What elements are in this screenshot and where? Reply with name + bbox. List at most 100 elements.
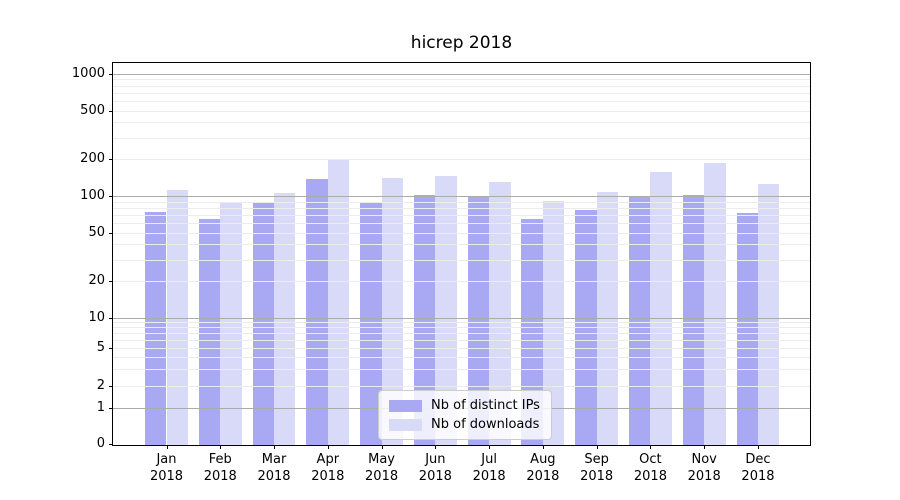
legend-item-distinct-ips: Nb of distinct IPs (389, 396, 540, 415)
y-tick-mark (109, 348, 113, 349)
x-tick-label-sep: Sep 2018 (567, 451, 627, 485)
plot-area (112, 62, 811, 446)
gridline-major-1000 (113, 73, 810, 75)
x-tick-month: Jan (156, 452, 177, 467)
x-tick-mark (542, 445, 544, 449)
y-tick-label-5: 5 (96, 340, 105, 355)
gridline-minor (113, 322, 810, 324)
bar-nb-of-downloads-nov (704, 163, 726, 445)
bar-nb-of-downloads-oct (650, 171, 672, 445)
y-tick-label-50: 50 (88, 224, 105, 240)
y-tick-mark (109, 386, 113, 388)
x-tick-mark (704, 445, 706, 449)
x-tick-label-nov: Nov 2018 (674, 451, 734, 485)
bar-nb-of-distinct-ips-jul (467, 197, 490, 445)
gridline-major-100 (113, 196, 810, 197)
x-tick-year: 2018 (472, 469, 506, 484)
y-tick-label-2: 2 (96, 378, 105, 394)
gridline-minor (113, 207, 810, 209)
bar-nb-of-distinct-ips-dec (736, 212, 758, 445)
y-tick-label-20: 20 (88, 272, 105, 288)
bar-nb-of-distinct-ips-jun (413, 195, 436, 445)
x-tick-label-oct: Oct 2018 (620, 451, 680, 485)
gridline-minor (113, 122, 810, 124)
legend-swatch-downloads-icon (389, 418, 422, 431)
y-tick-label-200: 200 (80, 151, 105, 167)
y-tick-label-10: 10 (88, 309, 105, 325)
y-tick-label-1000: 1000 (71, 65, 105, 81)
gridline-minor (113, 222, 810, 224)
x-tick-mark (435, 445, 437, 449)
bar-nb-of-distinct-ips-may (360, 203, 382, 445)
x-tick-label-apr: Apr 2018 (298, 451, 358, 485)
x-tick-year: 2018 (311, 469, 345, 484)
bar-nb-of-distinct-ips-jan (145, 211, 167, 445)
bar-nb-of-downloads-dec (757, 184, 780, 445)
x-tick-year: 2018 (741, 469, 775, 484)
x-tick-month: Feb (208, 452, 232, 467)
gridline-minor (113, 110, 810, 112)
y-tick-label-0: 0 (96, 436, 105, 452)
x-tick-month: Apr (316, 452, 340, 467)
gridline-minor (113, 159, 810, 161)
x-tick-year: 2018 (580, 469, 614, 484)
bar-nb-of-distinct-ips-apr (306, 178, 328, 445)
x-tick-mark (650, 445, 652, 449)
legend-item-downloads: Nb of downloads (389, 415, 540, 434)
bar-nb-of-downloads-apr (327, 159, 350, 445)
x-tick-month: Dec (745, 452, 771, 467)
bar-nb-of-distinct-ips-mar (252, 203, 275, 445)
gridline-minor (113, 137, 810, 139)
x-tick-year: 2018 (633, 469, 667, 484)
x-tick-label-may: May 2018 (352, 451, 412, 485)
gridline-minor (113, 244, 810, 246)
gridline-minor (113, 357, 810, 359)
x-tick-mark (596, 445, 598, 449)
y-tick-mark (109, 408, 113, 409)
bar-nb-of-downloads-jun (435, 175, 457, 445)
x-tick-mark (381, 445, 383, 449)
x-tick-year: 2018 (365, 469, 399, 484)
bar-nb-of-downloads-jul (489, 181, 511, 445)
chart-title: hicrep 2018 (410, 33, 513, 53)
x-tick-mark (274, 445, 276, 449)
x-tick-year: 2018 (418, 469, 452, 484)
bar-nb-of-distinct-ips-feb (198, 218, 221, 445)
bar-nb-of-downloads-mar (274, 192, 296, 445)
bar-nb-of-distinct-ips-nov (682, 195, 705, 445)
gridline-minor (113, 259, 810, 261)
x-tick-month: Sep (584, 452, 609, 467)
legend: Nb of distinct IPs Nb of downloads (378, 390, 552, 440)
gridline-minor (113, 339, 810, 341)
gridline-minor (113, 100, 810, 102)
gridline-minor (113, 280, 810, 282)
gridline-minor (113, 201, 810, 203)
x-tick-mark (757, 445, 759, 449)
y-tick-label-100: 100 (80, 188, 105, 203)
y-tick-label-500: 500 (80, 102, 105, 118)
bar-nb-of-distinct-ips-aug (521, 218, 543, 445)
x-tick-year: 2018 (203, 469, 237, 484)
x-tick-label-jun: Jun 2018 (405, 451, 465, 485)
gridline-minor (113, 369, 810, 371)
gridline-major-10 (113, 317, 810, 319)
gridline-minor (113, 92, 810, 94)
x-tick-month: May (368, 452, 396, 467)
x-tick-year: 2018 (687, 469, 721, 484)
y-tick-mark (109, 280, 113, 282)
legend-label-downloads: Nb of downloads (431, 417, 540, 432)
y-tick-mark (109, 232, 113, 234)
y-tick-label-1: 1 (96, 400, 105, 415)
y-tick-mark (109, 196, 113, 197)
y-tick-mark (109, 317, 113, 319)
x-tick-month: Jul (481, 452, 497, 467)
gridline-minor (113, 348, 810, 349)
x-tick-label-dec: Dec 2018 (728, 451, 788, 485)
x-tick-label-aug: Aug 2018 (513, 451, 573, 485)
x-tick-label-mar: Mar 2018 (244, 451, 304, 485)
x-tick-label-jul: Jul 2018 (459, 451, 519, 485)
gridline-minor (113, 327, 810, 329)
x-tick-year: 2018 (149, 469, 184, 484)
legend-swatch-distinct-ips-icon (389, 399, 422, 412)
